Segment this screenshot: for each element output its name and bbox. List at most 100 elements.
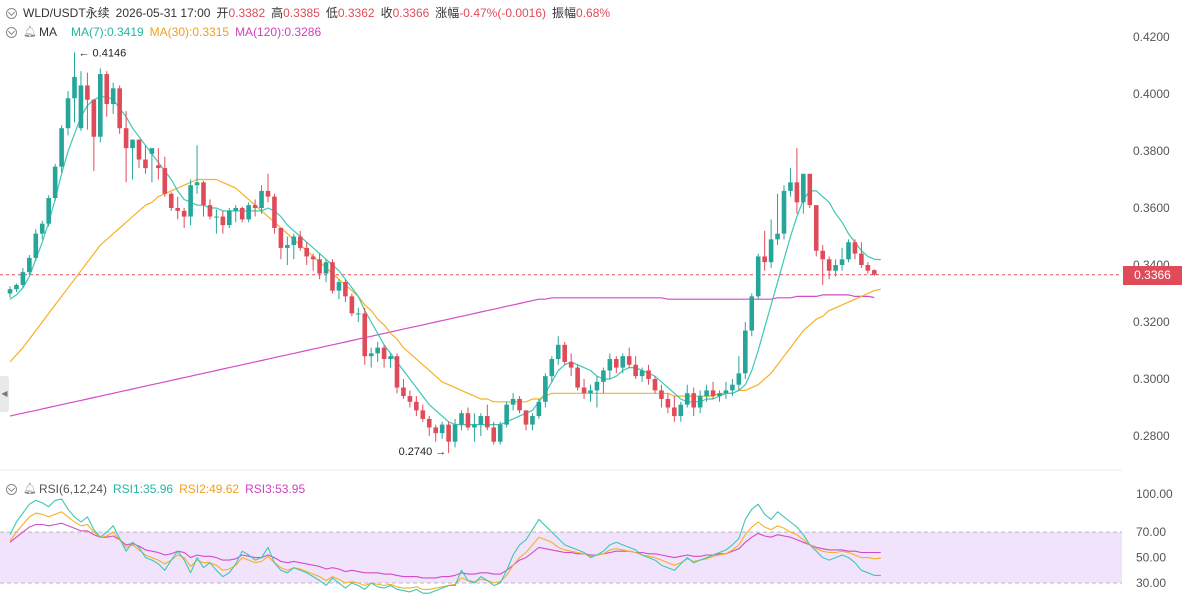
candle <box>420 404 426 422</box>
candle-body <box>375 347 380 354</box>
candle-body <box>156 165 161 169</box>
candle <box>98 68 103 143</box>
candle <box>517 396 522 414</box>
amplitude-label: 振幅 <box>552 6 577 20</box>
candle-body <box>562 344 567 362</box>
candle <box>85 72 90 130</box>
candle <box>543 373 548 408</box>
candle-body <box>336 282 342 291</box>
candle-body <box>510 398 516 405</box>
candle-body <box>639 370 645 377</box>
collapse-chevron-icon[interactable] <box>6 483 17 495</box>
candle <box>723 381 729 399</box>
candle <box>136 139 142 169</box>
candle-body <box>433 427 438 434</box>
candle-body <box>162 168 168 194</box>
candle <box>20 267 26 288</box>
candle <box>446 421 451 454</box>
candle <box>65 91 71 136</box>
symbol-name[interactable]: WLD/USDT永续 <box>23 6 110 20</box>
candle-body <box>394 356 400 388</box>
candle-body <box>446 424 451 442</box>
candle <box>149 148 155 183</box>
candle-body <box>517 398 522 411</box>
rsi-legend-label[interactable]: RSI(6,12,24) <box>38 482 108 496</box>
candle-body <box>188 185 193 217</box>
candle-body <box>530 416 535 425</box>
candle-body <box>749 296 755 331</box>
candle-body <box>233 208 239 211</box>
bell-icon[interactable]: 🔔︎ <box>23 26 37 38</box>
low-label: 低 <box>325 6 338 20</box>
extreme-price-label: ← 0.4146 <box>79 47 127 59</box>
rsi3-legend: RSI3:53.95 <box>245 482 306 496</box>
candle-body <box>168 193 174 208</box>
candle-body <box>717 393 722 397</box>
candle <box>749 293 755 337</box>
open-value: 0.3382 <box>228 6 266 20</box>
collapse-chevron-icon[interactable] <box>6 7 17 19</box>
rsi-overbought-oversold-band <box>0 531 1122 584</box>
candle-body <box>736 373 742 385</box>
candle <box>549 356 555 382</box>
candle <box>472 413 477 442</box>
candle <box>117 85 122 134</box>
ma120-line <box>9 294 875 417</box>
candle-body <box>813 205 819 251</box>
candle <box>755 253 761 300</box>
candle-body <box>768 239 774 263</box>
candle <box>239 206 245 223</box>
candle <box>401 379 406 399</box>
candle <box>497 421 503 445</box>
high-label: 高 <box>271 6 284 20</box>
extreme-annotations: ← 0.4146 0.2740 → <box>79 47 447 458</box>
price-tick-label: 0.4000 <box>1133 87 1170 101</box>
candlestick-series <box>7 52 877 454</box>
candle-body <box>743 330 748 374</box>
candle <box>123 111 129 183</box>
candle <box>491 421 497 445</box>
candle <box>736 356 742 391</box>
candle <box>272 193 277 234</box>
candle <box>252 199 258 217</box>
candle <box>781 185 787 240</box>
ma7-legend: MA(7):0.3419 <box>70 25 144 39</box>
bell-icon[interactable]: 🔔︎ <box>23 483 37 495</box>
candle-body <box>601 370 606 382</box>
candle-body <box>252 205 258 208</box>
ma-legend: 🔔︎ MA MA(7):0.3419 MA(30):0.3315 MA(120)… <box>6 24 327 40</box>
candle <box>297 230 303 251</box>
collapse-chevron-icon[interactable] <box>6 26 17 38</box>
candle-body <box>807 173 813 206</box>
candle-body <box>85 85 90 100</box>
rsi2-legend: RSI2:49.62 <box>179 482 240 496</box>
candle-body <box>775 233 780 240</box>
candle-body <box>839 259 845 265</box>
candle-body <box>265 190 271 197</box>
candle <box>39 220 45 240</box>
high-value: 0.3385 <box>283 6 320 20</box>
scroll-handle-icon[interactable]: ◀ <box>0 376 9 412</box>
amplitude-value: 0.68% <box>576 6 611 20</box>
candle-body <box>504 404 509 425</box>
candle <box>265 173 271 203</box>
extreme-price-label: 0.2740 → <box>399 446 447 458</box>
candle-body <box>646 370 651 379</box>
ma-legend-label[interactable]: MA <box>38 25 57 39</box>
candle <box>646 364 651 385</box>
candle <box>156 148 161 180</box>
candle-body <box>543 376 548 402</box>
candle <box>614 356 619 374</box>
candle <box>730 379 735 397</box>
candle-body <box>181 210 187 217</box>
candle-body <box>91 99 97 137</box>
candle-body <box>304 247 309 257</box>
candle-body <box>730 384 735 391</box>
candle <box>775 193 780 246</box>
price-tick-label: 0.3200 <box>1133 315 1170 329</box>
candle-body <box>368 353 374 357</box>
candle <box>865 262 871 274</box>
candle <box>368 347 374 368</box>
candle <box>762 230 767 271</box>
